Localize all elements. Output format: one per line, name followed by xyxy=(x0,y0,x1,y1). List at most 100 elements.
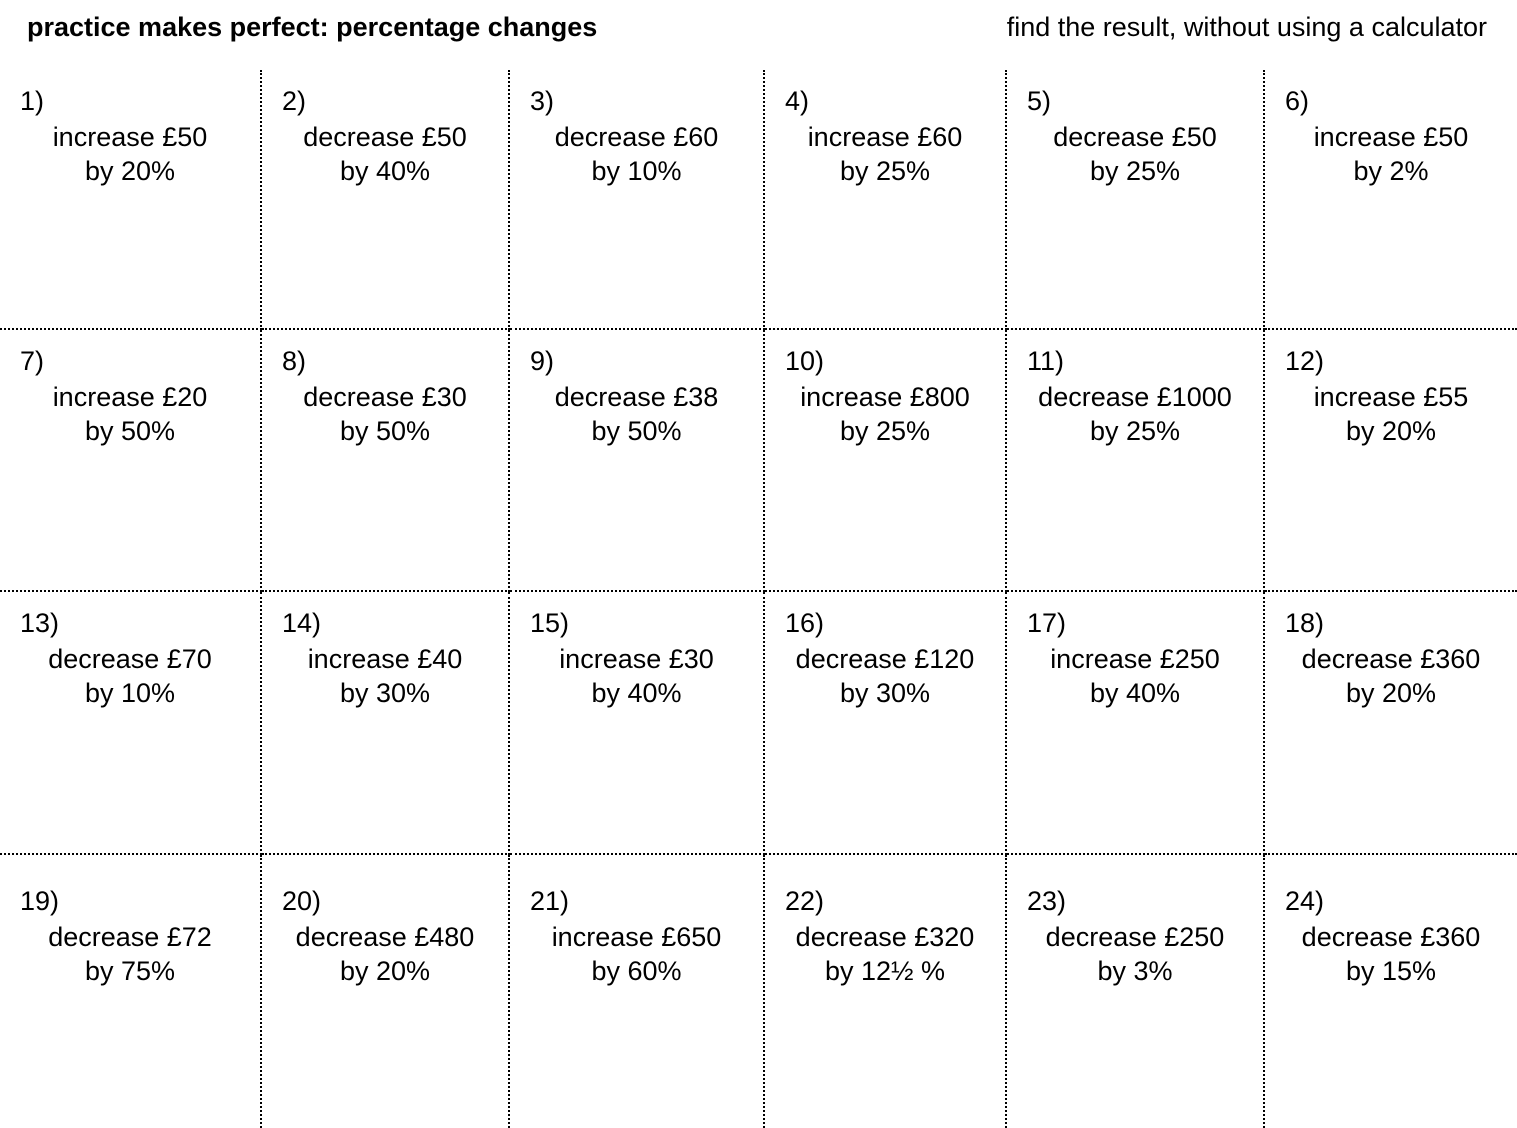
problem-percentage: by 25% xyxy=(839,416,931,446)
problem-operation: decrease £360 xyxy=(1301,922,1481,952)
problem-cell: 18) decrease £360 by 20% xyxy=(1265,592,1517,855)
problem-cell: 2) decrease £50 by 40% xyxy=(262,70,510,330)
problem-number: 12) xyxy=(1285,346,1325,376)
problem-cell: 13) decrease £70 by 10% xyxy=(0,592,262,855)
problem-percentage: by 2% xyxy=(1353,156,1429,186)
problem-operation: increase £50 xyxy=(1313,122,1469,152)
problem-cell: 6) increase £50 by 2% xyxy=(1265,70,1517,330)
problem-number: 8) xyxy=(282,346,307,376)
problem-operation: decrease £120 xyxy=(795,644,975,674)
instruction-text: find the result, without using a calcula… xyxy=(1006,12,1487,42)
problem-number: 6) xyxy=(1285,86,1310,116)
problem-cell: 3) decrease £60 by 10% xyxy=(510,70,765,330)
problem-operation: decrease £38 xyxy=(554,382,719,412)
problem-operation: increase £250 xyxy=(1050,644,1220,674)
problem-number: 1) xyxy=(20,86,45,116)
problem-operation: increase £55 xyxy=(1313,382,1469,412)
problem-cell: 16) decrease £120 by 30% xyxy=(765,592,1007,855)
problem-operation: increase £60 xyxy=(807,122,963,152)
problem-operation: decrease £70 xyxy=(48,644,212,674)
problem-percentage: by 30% xyxy=(839,678,931,708)
problem-number: 17) xyxy=(1027,608,1067,638)
problem-percentage: by 75% xyxy=(84,956,176,986)
problem-cell: 5) decrease £50 by 25% xyxy=(1007,70,1265,330)
problem-percentage: by 50% xyxy=(84,416,176,446)
problem-percentage: by 12½ % xyxy=(824,956,946,986)
problem-number: 15) xyxy=(530,608,570,638)
page-title: practice makes perfect: percentage chang… xyxy=(27,12,598,42)
problem-percentage: by 15% xyxy=(1345,956,1437,986)
problem-percentage: by 40% xyxy=(591,678,682,708)
problem-percentage: by 10% xyxy=(84,678,176,708)
problem-cell: 17) increase £250 by 40% xyxy=(1007,592,1265,855)
problem-number: 23) xyxy=(1027,886,1067,916)
problem-number: 22) xyxy=(785,886,825,916)
problem-operation: decrease £50 xyxy=(303,122,467,152)
problem-cell: 11) decrease £1000 by 25% xyxy=(1007,330,1265,592)
problem-number: 18) xyxy=(1285,608,1325,638)
problem-number: 9) xyxy=(530,346,555,376)
problem-percentage: by 25% xyxy=(839,156,931,186)
problem-cell: 7) increase £20 by 50% xyxy=(0,330,262,592)
problem-percentage: by 50% xyxy=(339,416,431,446)
problem-number: 20) xyxy=(282,886,322,916)
problem-number: 4) xyxy=(785,86,810,116)
problem-number: 5) xyxy=(1027,86,1052,116)
problem-operation: decrease £320 xyxy=(795,922,975,952)
problem-percentage: by 20% xyxy=(339,956,431,986)
problem-operation: decrease £1000 xyxy=(1038,382,1232,412)
problem-percentage: by 20% xyxy=(84,156,176,186)
problem-percentage: by 10% xyxy=(591,156,682,186)
problem-operation: decrease £250 xyxy=(1045,922,1225,952)
problem-percentage: by 20% xyxy=(1345,678,1437,708)
problem-operation: increase £30 xyxy=(559,644,714,674)
problem-cell: 9) decrease £38 by 50% xyxy=(510,330,765,592)
problem-percentage: by 50% xyxy=(591,416,682,446)
problem-percentage: by 20% xyxy=(1345,416,1437,446)
problem-number: 2) xyxy=(282,86,307,116)
problems-grid: 1) increase £50 by 20% 2) decrease £50 b… xyxy=(0,70,1517,1128)
problem-cell: 15) increase £30 by 40% xyxy=(510,592,765,855)
problem-operation: decrease £60 xyxy=(554,122,719,152)
problem-percentage: by 25% xyxy=(1089,156,1181,186)
problem-cell: 4) increase £60 by 25% xyxy=(765,70,1007,330)
problem-operation: increase £20 xyxy=(52,382,208,412)
problem-percentage: by 40% xyxy=(339,156,431,186)
problem-number: 13) xyxy=(20,608,60,638)
problem-percentage: by 30% xyxy=(339,678,431,708)
problem-percentage: by 3% xyxy=(1097,956,1173,986)
problem-number: 19) xyxy=(20,886,60,916)
problem-cell: 14) increase £40 by 30% xyxy=(262,592,510,855)
problem-cell: 1) increase £50 by 20% xyxy=(0,70,262,330)
problem-percentage: by 25% xyxy=(1089,416,1181,446)
problem-cell: 10) increase £800 by 25% xyxy=(765,330,1007,592)
problem-cell: 8) decrease £30 by 50% xyxy=(262,330,510,592)
header: practice makes perfect: percentage chang… xyxy=(0,0,1517,70)
problem-operation: increase £50 xyxy=(52,122,208,152)
problem-cell: 24) decrease £360 by 15% xyxy=(1265,855,1517,1128)
problem-operation: increase £40 xyxy=(307,644,463,674)
problem-cell: 23) decrease £250 by 3% xyxy=(1007,855,1265,1128)
problem-operation: decrease £30 xyxy=(303,382,467,412)
problem-number: 11) xyxy=(1027,346,1065,376)
problem-cell: 20) decrease £480 by 20% xyxy=(262,855,510,1128)
problem-cell: 12) increase £55 by 20% xyxy=(1265,330,1517,592)
problem-number: 10) xyxy=(785,346,825,376)
problem-number: 3) xyxy=(530,86,555,116)
problem-operation: increase £650 xyxy=(551,922,722,952)
problem-number: 14) xyxy=(282,608,322,638)
problem-cell: 19) decrease £72 by 75% xyxy=(0,855,262,1128)
problem-cell: 22) decrease £320 by 12½ % xyxy=(765,855,1007,1128)
problem-cell: 21) increase £650 by 60% xyxy=(510,855,765,1128)
problem-number: 24) xyxy=(1285,886,1325,916)
problem-number: 7) xyxy=(20,346,45,376)
problem-operation: decrease £50 xyxy=(1053,122,1217,152)
problem-number: 21) xyxy=(530,886,570,916)
problem-operation: increase £800 xyxy=(800,382,970,412)
problem-operation: decrease £72 xyxy=(48,922,212,952)
problem-percentage: by 60% xyxy=(591,956,682,986)
problem-number: 16) xyxy=(785,608,825,638)
problem-operation: decrease £360 xyxy=(1301,644,1481,674)
problem-operation: decrease £480 xyxy=(295,922,475,952)
